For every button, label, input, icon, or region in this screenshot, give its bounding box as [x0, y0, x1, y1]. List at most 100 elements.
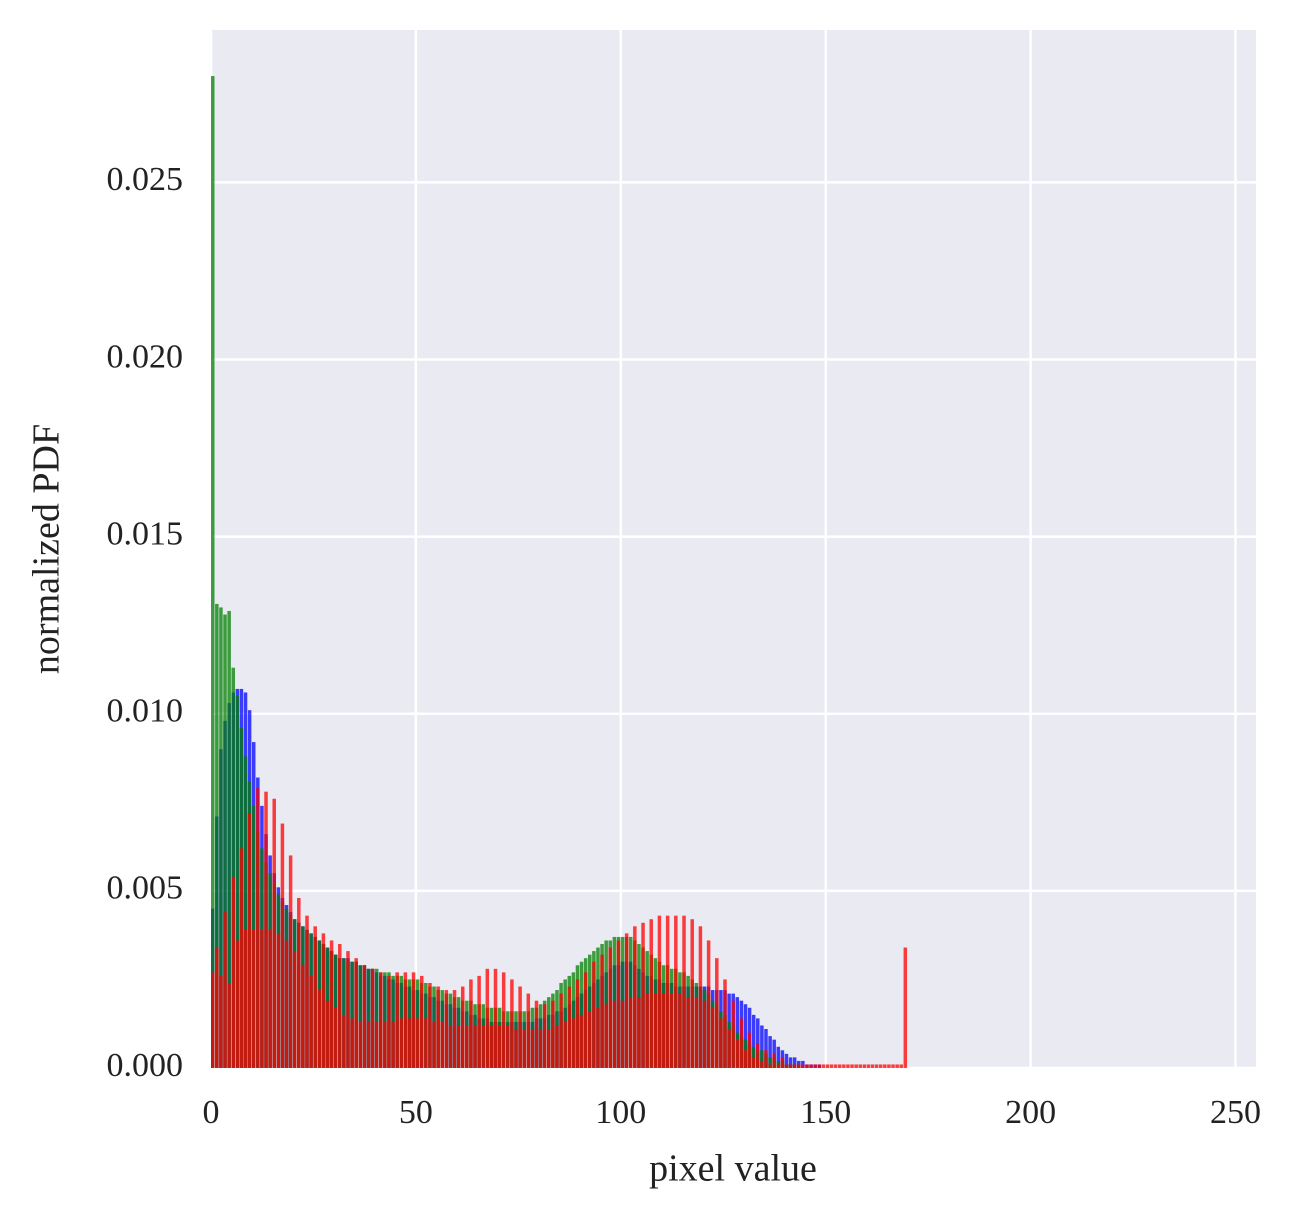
histogram-bar: [751, 1057, 756, 1068]
histogram-bar: [735, 1039, 740, 1068]
histogram-bar: [542, 1004, 547, 1068]
histogram-bar: [756, 1043, 760, 1068]
histogram-bar: [780, 1057, 785, 1068]
histogram-bar: [460, 986, 465, 1068]
histogram-bar: [387, 975, 391, 1068]
histogram-bar: [665, 915, 670, 1068]
histogram-bar: [235, 940, 240, 1068]
histogram-bar: [690, 919, 694, 1068]
histogram-bar: [555, 1025, 559, 1068]
histogram-bar: [465, 1025, 469, 1068]
histogram-bar: [657, 915, 662, 1068]
histogram-bar: [383, 972, 387, 1068]
y-tick-label: 0.015: [107, 515, 184, 552]
histogram-bar: [743, 1050, 748, 1068]
y-tick-label: 0.010: [107, 693, 184, 730]
histogram-bar: [768, 1057, 772, 1068]
histogram-bar: [571, 1018, 576, 1068]
x-tick-label: 150: [800, 1094, 851, 1131]
histogram-bar: [719, 1018, 723, 1068]
histogram-bar: [251, 929, 256, 1068]
histogram-bar: [846, 1064, 850, 1068]
histogram-bar: [583, 972, 588, 1068]
histogram-bar: [563, 1021, 567, 1068]
histogram-bar: [395, 972, 399, 1068]
histogram-bar: [436, 986, 440, 1068]
histogram-bar: [706, 940, 711, 1068]
histogram-bar: [883, 1064, 887, 1068]
x-tick-label: 100: [595, 1094, 646, 1131]
histogram-bar: [219, 607, 223, 1068]
histogram-bar: [260, 929, 264, 1068]
histogram-bar: [506, 1025, 510, 1068]
histogram-bar: [329, 940, 334, 1068]
histogram-bar: [842, 1064, 846, 1068]
histogram-bar: [764, 1029, 768, 1068]
histogram-bar: [764, 1050, 768, 1068]
histogram-bar: [604, 1004, 608, 1068]
histogram-bar: [747, 1032, 752, 1068]
histogram-bar: [272, 798, 276, 1068]
histogram-bar: [420, 975, 424, 1068]
y-axis-label: normalized PDF: [26, 424, 68, 674]
histogram-bar: [776, 1046, 781, 1068]
histogram-bar: [403, 972, 408, 1068]
histogram-bar: [391, 1021, 395, 1068]
histogram-bar: [223, 912, 227, 1068]
histogram-bar: [743, 1004, 748, 1068]
histogram-bar: [682, 915, 686, 1068]
histogram-bar: [772, 1053, 776, 1068]
histogram-bar: [694, 997, 699, 1068]
histogram-bar: [559, 993, 563, 1068]
histogram-bar: [760, 1050, 764, 1068]
histogram-bar: [592, 961, 596, 1068]
histogram-bar: [288, 855, 293, 1068]
histogram-bar: [739, 1018, 744, 1068]
histogram-bar: [239, 848, 244, 1068]
histogram-bar: [379, 972, 383, 1068]
histogram-bar: [801, 1064, 805, 1068]
y-tick-label: 0.000: [107, 1047, 184, 1084]
histogram-bar: [596, 1007, 600, 1068]
histogram-bar: [305, 915, 309, 1068]
histogram-bar: [354, 958, 358, 1068]
histogram-bar: [797, 1064, 801, 1068]
histogram-bar: [866, 1064, 871, 1068]
histogram-bar: [358, 1021, 363, 1068]
histogram-bar: [211, 972, 215, 1068]
histogram-bar: [829, 1064, 834, 1068]
histogram-bar: [768, 1036, 772, 1068]
histogram-bar: [653, 993, 658, 1068]
histogram-bar: [428, 982, 432, 1068]
histogram-bar: [231, 876, 235, 1068]
histogram-bar: [710, 1007, 715, 1068]
histogram-bar: [223, 614, 227, 1068]
histogram-bar: [280, 823, 285, 1068]
histogram-bar: [788, 1057, 793, 1068]
histogram-bar: [264, 791, 268, 1068]
histogram-bar: [817, 1064, 822, 1068]
histogram-bar: [374, 1021, 379, 1068]
y-tick-label: 0.020: [107, 338, 184, 375]
histogram-bar: [862, 1064, 867, 1068]
histogram-bar: [493, 968, 498, 1068]
histogram-bar: [805, 1064, 809, 1068]
histogram-bar: [727, 1029, 731, 1068]
histogram-bar: [838, 1064, 842, 1068]
y-tick-label: 0.025: [107, 161, 184, 198]
histogram-bar: [547, 1029, 551, 1068]
histogram-bar: [698, 926, 703, 1068]
histogram-bar: [469, 979, 473, 1068]
histogram-bar: [526, 993, 531, 1068]
histogram-bar: [899, 1064, 903, 1068]
histogram-bar: [645, 993, 649, 1068]
histogram-bar: [792, 1057, 797, 1068]
plot-background: [211, 30, 1256, 1068]
histogram-bar: [411, 972, 416, 1068]
histogram-bar: [629, 997, 633, 1068]
histogram-bar: [776, 1060, 781, 1068]
x-tick-label: 200: [1005, 1094, 1056, 1131]
histogram-bar: [620, 1000, 625, 1068]
histogram-bar: [346, 951, 350, 1068]
